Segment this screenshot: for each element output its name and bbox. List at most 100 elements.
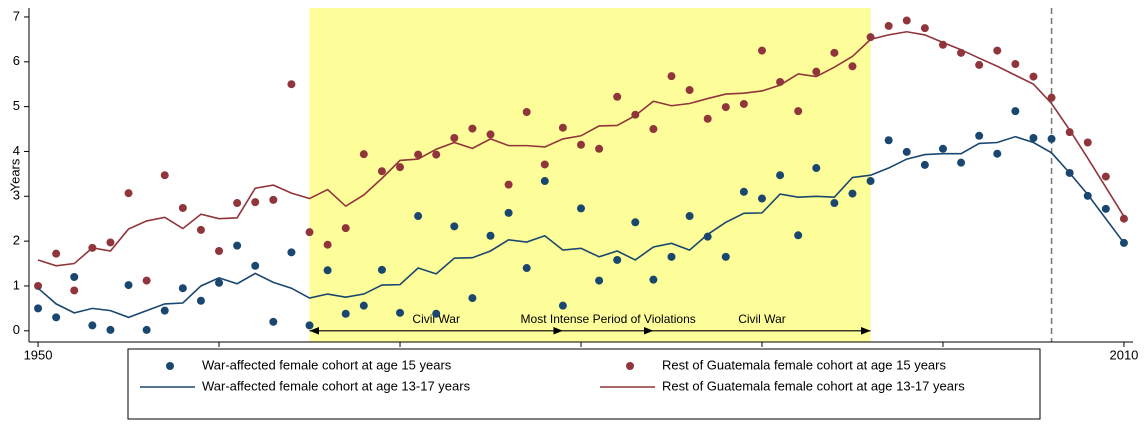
data-point xyxy=(432,150,441,159)
data-point xyxy=(1101,204,1110,213)
data-point xyxy=(613,92,622,101)
data-point xyxy=(359,301,368,310)
y-tick-label: 1 xyxy=(13,277,20,292)
data-point xyxy=(233,199,242,208)
data-point xyxy=(938,144,947,153)
data-point xyxy=(558,123,567,132)
data-point xyxy=(504,208,513,217)
data-point xyxy=(396,308,405,317)
data-point xyxy=(178,284,187,293)
data-point xyxy=(884,21,893,30)
data-point xyxy=(450,134,459,143)
data-point xyxy=(703,114,712,123)
data-point xyxy=(468,294,477,303)
data-point xyxy=(269,317,278,326)
x-tick-label: 1950 xyxy=(24,347,53,362)
data-point xyxy=(848,189,857,198)
data-point xyxy=(215,278,224,287)
legend-box xyxy=(127,348,1041,420)
data-point xyxy=(631,218,640,227)
data-point xyxy=(721,252,730,261)
data-point xyxy=(341,309,350,318)
data-point xyxy=(649,125,658,134)
data-point xyxy=(613,255,622,264)
data-point xyxy=(739,99,748,108)
data-point xyxy=(305,228,314,237)
data-point xyxy=(902,16,911,25)
data-point xyxy=(70,272,79,281)
data-point xyxy=(1011,107,1020,116)
data-point xyxy=(993,149,1002,158)
data-point xyxy=(703,232,712,241)
legend-symbol xyxy=(626,362,634,370)
data-point xyxy=(540,160,549,169)
data-point xyxy=(70,286,79,295)
data-point xyxy=(251,198,260,207)
data-point xyxy=(124,281,133,290)
data-point xyxy=(1029,72,1038,81)
data-point xyxy=(577,140,585,149)
data-point xyxy=(178,203,187,212)
data-point xyxy=(215,246,224,255)
legend-label: Rest of Guatemala female cohort at age 1… xyxy=(662,357,946,372)
data-point xyxy=(251,261,260,270)
data-point xyxy=(812,164,821,173)
data-point xyxy=(486,231,495,240)
data-point xyxy=(34,304,43,313)
data-point xyxy=(34,281,43,290)
data-point xyxy=(1047,134,1056,143)
data-point xyxy=(794,107,803,116)
data-point xyxy=(848,62,857,71)
y-tick-label: 2 xyxy=(13,233,20,248)
legend-label: War-affected female cohort at age 13-17 … xyxy=(202,378,471,393)
data-point xyxy=(830,48,839,57)
data-point xyxy=(667,252,676,261)
data-point xyxy=(287,248,296,257)
data-point xyxy=(1101,172,1110,181)
data-point xyxy=(323,240,332,249)
data-point xyxy=(558,301,567,310)
data-point xyxy=(830,199,839,208)
data-point xyxy=(341,224,350,233)
data-point xyxy=(595,276,604,285)
data-point xyxy=(757,194,766,203)
data-point xyxy=(160,306,169,315)
data-point xyxy=(414,150,423,159)
data-point xyxy=(450,222,459,231)
data-point xyxy=(776,171,785,180)
data-point xyxy=(52,313,61,322)
data-point xyxy=(812,67,821,76)
data-point xyxy=(1047,93,1056,102)
data-point xyxy=(577,204,585,213)
period-label: Most Intense Period of Violations xyxy=(521,312,696,326)
y-tick-label: 3 xyxy=(13,188,20,203)
data-point xyxy=(993,46,1002,55)
y-tick-label: 5 xyxy=(13,98,20,113)
data-point xyxy=(88,321,97,330)
data-point xyxy=(866,177,875,186)
data-point xyxy=(106,238,115,247)
data-point xyxy=(1029,134,1038,143)
data-point xyxy=(377,167,386,176)
data-point xyxy=(975,131,984,140)
data-point xyxy=(540,177,549,186)
data-point xyxy=(160,171,169,180)
data-point xyxy=(377,265,386,274)
data-point xyxy=(287,80,296,89)
data-point xyxy=(649,275,658,284)
data-point xyxy=(595,144,604,153)
data-point xyxy=(902,147,911,156)
data-point xyxy=(504,180,513,189)
data-point xyxy=(142,325,151,334)
data-point xyxy=(957,158,966,167)
y-tick-label: 7 xyxy=(13,8,20,23)
data-point xyxy=(884,136,893,145)
data-point xyxy=(196,296,205,305)
data-point xyxy=(975,60,984,69)
data-point xyxy=(359,150,368,159)
data-point xyxy=(106,325,115,334)
y-tick-label: 0 xyxy=(13,322,20,337)
data-point xyxy=(721,103,730,112)
data-point xyxy=(794,231,803,240)
